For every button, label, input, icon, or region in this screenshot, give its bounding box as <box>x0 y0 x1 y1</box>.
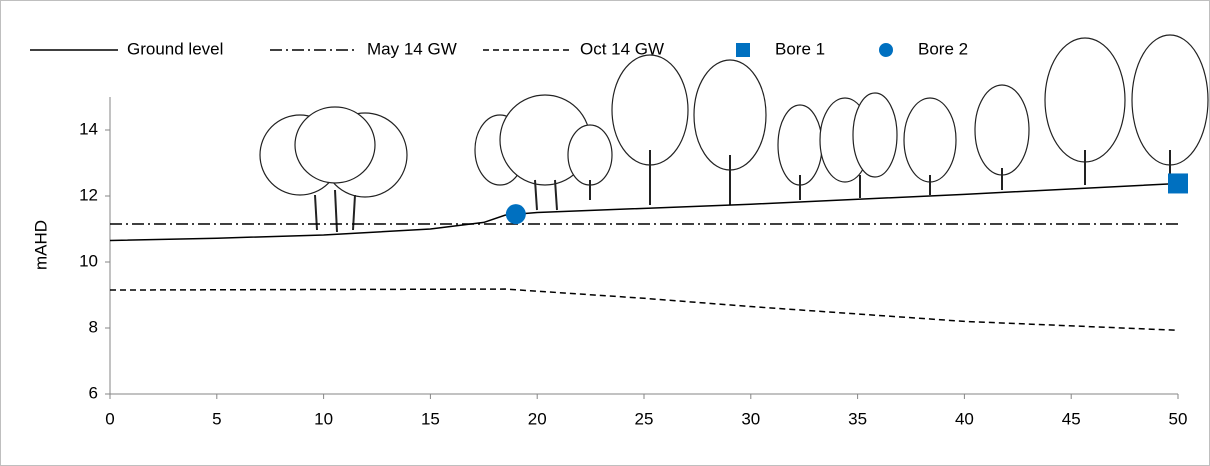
x-tick-label: 25 <box>635 409 654 428</box>
x-tick-label: 50 <box>1169 409 1188 428</box>
x-tick-label: 5 <box>212 409 221 428</box>
y-tick-label: 8 <box>89 317 98 336</box>
x-tick-label: 40 <box>955 409 974 428</box>
chart-frame <box>1 1 1210 466</box>
bore-marker <box>1168 173 1188 193</box>
legend-label: Oct 14 GW <box>580 39 664 58</box>
bore-marker <box>506 204 526 224</box>
x-tick-label: 20 <box>528 409 547 428</box>
y-tick-label: 14 <box>79 119 98 138</box>
y-axis-label: mAHD <box>31 220 50 270</box>
y-tick-label: 6 <box>89 383 98 402</box>
x-tick-label: 0 <box>105 409 114 428</box>
legend-label: Bore 1 <box>775 39 825 58</box>
legend-swatch <box>879 43 893 57</box>
y-tick-label: 12 <box>79 185 98 204</box>
legend-label: Bore 2 <box>918 39 968 58</box>
x-tick-label: 45 <box>1062 409 1081 428</box>
legend-swatch <box>736 43 750 57</box>
y-tick-label: 10 <box>79 251 98 270</box>
legend-label: May 14 GW <box>367 39 457 58</box>
x-tick-label: 10 <box>314 409 333 428</box>
x-tick-label: 15 <box>421 409 440 428</box>
x-tick-label: 30 <box>741 409 760 428</box>
legend-label: Ground level <box>127 39 223 58</box>
x-tick-label: 35 <box>848 409 867 428</box>
chart: mAHD 6 8 10 12 14 0 5 10 15 20 25 30 35 40 45 50 Ground … <box>0 0 1210 466</box>
